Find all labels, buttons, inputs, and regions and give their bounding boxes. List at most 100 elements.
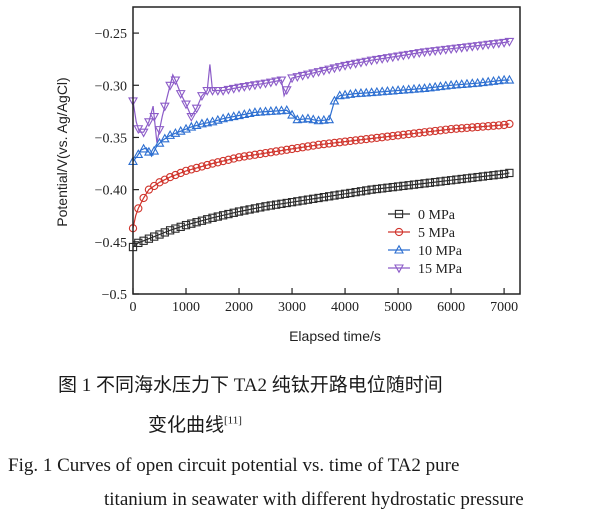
series-3-point — [387, 53, 398, 63]
series-3-point — [451, 44, 462, 54]
series-1-point — [489, 121, 498, 130]
y-tick-label: −0.5 — [102, 288, 127, 303]
series-3-point — [382, 54, 393, 64]
series-1-point — [240, 152, 249, 161]
series-1-point — [218, 156, 228, 166]
series-0-point — [399, 181, 408, 191]
series-3-point — [440, 45, 451, 55]
series-0-point — [208, 213, 217, 222]
series-0-point — [277, 199, 286, 208]
x-tick-label: 0 — [130, 300, 137, 315]
series-3-point — [324, 65, 335, 75]
series-1-point — [484, 122, 493, 131]
x-tick-label: 1000 — [172, 300, 200, 315]
series-1-point — [293, 143, 302, 153]
series-3-point — [419, 48, 430, 58]
series-3-point — [377, 55, 388, 64]
figure-caption-cn-line2: 变化曲线[11] — [148, 410, 242, 437]
series-2-point — [313, 115, 324, 125]
series-2-point — [334, 90, 345, 100]
series-1-point — [457, 124, 466, 133]
series-0-point — [441, 176, 450, 186]
series-3-point — [371, 55, 382, 65]
series-3-point — [239, 82, 250, 92]
series-0-point — [378, 184, 387, 193]
series-3-point — [249, 81, 260, 91]
chart-legend: 0 MPa 5 MPa 10 MPa 15 MPa — [388, 208, 463, 277]
series-0-point — [388, 182, 397, 192]
series-1-point — [372, 133, 382, 143]
series-1-point — [187, 165, 196, 174]
series-1-point — [340, 137, 350, 146]
series-2-point — [377, 86, 388, 96]
series-0-point — [176, 222, 185, 232]
series-2-point — [249, 107, 260, 116]
series-1-point — [409, 129, 419, 138]
series-3-point — [260, 79, 271, 89]
series-3-point — [446, 45, 457, 55]
series-3-point — [483, 40, 494, 50]
series-1-point — [261, 148, 270, 158]
series-0-point — [165, 226, 175, 235]
series-2-point — [393, 85, 404, 95]
series-1-point — [213, 158, 222, 167]
series-3-point — [191, 104, 202, 114]
series-3-point — [212, 86, 223, 96]
series-1-point — [425, 127, 435, 136]
x-axis-label: Elapsed time/s — [289, 328, 381, 344]
series-0-point — [409, 180, 419, 189]
series-3-point — [244, 82, 255, 92]
series-1-point — [399, 130, 408, 139]
series-3-point — [424, 47, 435, 57]
series-1-point — [208, 159, 217, 168]
series-0-point — [436, 177, 445, 186]
series-1-point — [160, 175, 169, 184]
series-2-point — [462, 78, 472, 88]
series-3-point — [149, 113, 160, 122]
series-2-point — [265, 106, 276, 115]
series-2-point — [154, 137, 165, 147]
series-0-point — [468, 173, 477, 182]
series-2-point — [382, 85, 393, 95]
series-3-point — [499, 38, 510, 48]
series-0-point — [293, 197, 302, 206]
series-2-point — [356, 87, 366, 97]
series-0-point — [245, 205, 254, 214]
series-3-point — [430, 47, 441, 56]
x-tick-label: 5000 — [384, 300, 412, 315]
series-3-point — [361, 57, 372, 67]
series-2-point — [281, 104, 292, 114]
series-1-point — [287, 144, 297, 154]
series-0-point — [314, 193, 323, 203]
series-2-point — [297, 113, 308, 123]
series-3-point — [138, 128, 149, 138]
series-3-point — [175, 90, 186, 99]
y-tick-label: −0.45 — [95, 236, 127, 251]
series-1-point — [356, 135, 366, 144]
series-1-point — [203, 160, 212, 170]
x-tick-label: 7000 — [490, 300, 518, 315]
series-2-point — [202, 117, 213, 127]
series-1-point — [171, 170, 180, 180]
series-0-point — [462, 174, 472, 183]
series-3-point — [334, 63, 345, 73]
series-2-point — [403, 84, 414, 94]
series-3-point — [276, 76, 287, 86]
series-2-point — [472, 77, 483, 87]
x-tick-label: 6000 — [437, 300, 465, 315]
series-2-point — [477, 77, 488, 87]
series-0-point — [362, 186, 371, 195]
series-3-point — [196, 92, 207, 102]
series-1-point — [505, 119, 514, 129]
series-1-point — [388, 131, 397, 141]
series-0-point — [431, 177, 440, 187]
series-2-point — [329, 95, 340, 105]
series-2-point — [143, 146, 154, 156]
x-tick-label: 2000 — [225, 300, 253, 315]
series-1-point — [314, 140, 323, 149]
series-0-point — [271, 200, 281, 209]
series-0-point — [420, 179, 429, 188]
series-0-point — [505, 168, 514, 178]
series-3-point — [462, 43, 472, 53]
series-1-point — [362, 134, 371, 144]
